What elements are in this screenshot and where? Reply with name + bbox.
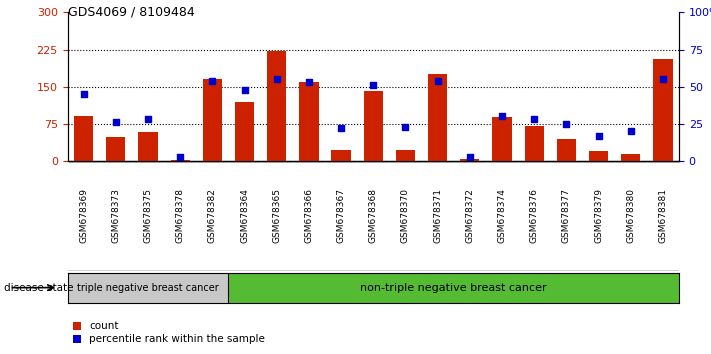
Point — [561, 121, 572, 127]
Text: GSM678376: GSM678376 — [530, 188, 539, 244]
Bar — [589, 151, 608, 161]
Text: GSM678375: GSM678375 — [144, 188, 152, 244]
Text: GDS4069 / 8109484: GDS4069 / 8109484 — [68, 5, 194, 18]
Text: non-triple negative breast cancer: non-triple negative breast cancer — [360, 282, 547, 293]
Text: GSM678371: GSM678371 — [433, 188, 442, 244]
Bar — [106, 137, 125, 161]
Bar — [267, 51, 287, 161]
Bar — [228, 273, 679, 303]
Text: GSM678382: GSM678382 — [208, 188, 217, 244]
Text: GSM678373: GSM678373 — [112, 188, 120, 244]
Point — [625, 129, 636, 134]
Bar — [363, 91, 383, 161]
Bar — [557, 139, 576, 161]
Point — [400, 124, 411, 130]
Text: GSM678381: GSM678381 — [658, 188, 668, 244]
Text: GSM678369: GSM678369 — [79, 188, 88, 244]
Text: GSM678377: GSM678377 — [562, 188, 571, 244]
Point — [207, 78, 218, 84]
Bar — [492, 118, 512, 161]
Point — [464, 154, 476, 159]
Point — [432, 78, 444, 84]
Point — [336, 126, 347, 131]
Text: GSM678367: GSM678367 — [336, 188, 346, 244]
Bar — [68, 273, 228, 303]
Point — [303, 79, 314, 85]
Text: triple negative breast cancer: triple negative breast cancer — [77, 282, 219, 293]
Bar — [139, 132, 158, 161]
Bar — [299, 82, 319, 161]
Text: GSM678372: GSM678372 — [465, 188, 474, 244]
Bar — [525, 126, 544, 161]
Bar — [428, 74, 447, 161]
Point — [496, 114, 508, 119]
Text: disease state: disease state — [4, 282, 73, 293]
Text: GSM678365: GSM678365 — [272, 188, 282, 244]
Point — [368, 82, 379, 88]
Point — [593, 133, 604, 139]
Bar — [235, 102, 255, 161]
Point — [528, 116, 540, 122]
Point — [78, 91, 90, 97]
Point — [110, 120, 122, 125]
Text: GSM678380: GSM678380 — [626, 188, 635, 244]
Text: GSM678378: GSM678378 — [176, 188, 185, 244]
Bar — [396, 150, 415, 161]
Point — [174, 154, 186, 159]
Bar — [331, 150, 351, 161]
Point — [271, 76, 282, 82]
Text: GSM678370: GSM678370 — [401, 188, 410, 244]
Point — [657, 76, 668, 82]
Text: GSM678366: GSM678366 — [304, 188, 314, 244]
Bar — [171, 160, 190, 161]
Bar — [653, 59, 673, 161]
Legend: count, percentile rank within the sample: count, percentile rank within the sample — [73, 321, 265, 344]
Text: GSM678374: GSM678374 — [498, 188, 506, 244]
Point — [239, 87, 250, 92]
Bar — [74, 116, 93, 161]
Bar — [621, 154, 641, 161]
Text: GSM678379: GSM678379 — [594, 188, 603, 244]
Bar — [460, 159, 479, 161]
Bar — [203, 79, 222, 161]
Text: GSM678368: GSM678368 — [369, 188, 378, 244]
Point — [142, 116, 154, 122]
Text: GSM678364: GSM678364 — [240, 188, 249, 244]
